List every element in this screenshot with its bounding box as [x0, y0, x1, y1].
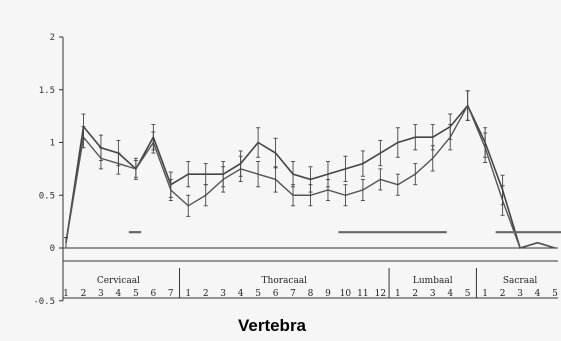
y-tick-label: 0	[50, 244, 55, 254]
vertebra-number: 4	[447, 289, 453, 299]
y-tick-label: 1	[50, 139, 55, 149]
vertebra-number: 2	[203, 289, 209, 299]
vertebra-number: 3	[98, 289, 104, 299]
vertebra-number: 4	[116, 289, 122, 299]
vertebra-number: 9	[325, 289, 331, 299]
vertebra-number: 2	[500, 289, 506, 299]
vertebra-number: 10	[340, 289, 352, 299]
vertebra-number: 5	[133, 289, 139, 299]
vertebra-number: 1	[482, 289, 488, 299]
vertebra-number: 1	[63, 289, 69, 299]
vertebra-number: 7	[168, 289, 174, 299]
vertebra-number: 7	[290, 289, 296, 299]
vertebra-number: 3	[517, 289, 523, 299]
y-axis: 2 1.5 1 0.5 0 -0.5	[33, 33, 64, 307]
vertebra-number: 2	[412, 289, 418, 299]
vertebra-number: 2	[81, 289, 87, 299]
vertebra-number: 1	[185, 289, 191, 299]
x-axis	[63, 247, 558, 299]
y-tick-label: 0.5	[39, 191, 55, 201]
vertebra-number: 5	[465, 289, 471, 299]
vertebra-number: 5	[552, 289, 558, 299]
vertebra-number: 11	[357, 289, 368, 299]
vertebra-number: 1	[395, 289, 401, 299]
region-label: Lumbaal	[413, 276, 453, 286]
y-tick-label: 2	[50, 33, 55, 43]
vertebra-number: 4	[535, 289, 541, 299]
y-tick-label: 1.5	[39, 86, 55, 96]
vertebra-number: 4	[238, 289, 244, 299]
vertebra-number: 5	[255, 289, 261, 299]
region-label: Thoracaal	[262, 276, 308, 286]
vertebra-number: 3	[220, 289, 226, 299]
x-axis-label: Vertebra	[238, 316, 307, 335]
vertebra-number: 3	[430, 289, 436, 299]
vertebra-number: 12	[375, 289, 386, 299]
vertebra-number: 6	[273, 289, 279, 299]
vertebra-number: 6	[150, 289, 156, 299]
region-label: Sacraal	[503, 276, 538, 286]
y-tick-label: -0.5	[33, 297, 55, 307]
vertebra-number: 8	[308, 289, 314, 299]
region-label: Cervicaal	[97, 276, 140, 286]
series-group	[64, 90, 556, 249]
